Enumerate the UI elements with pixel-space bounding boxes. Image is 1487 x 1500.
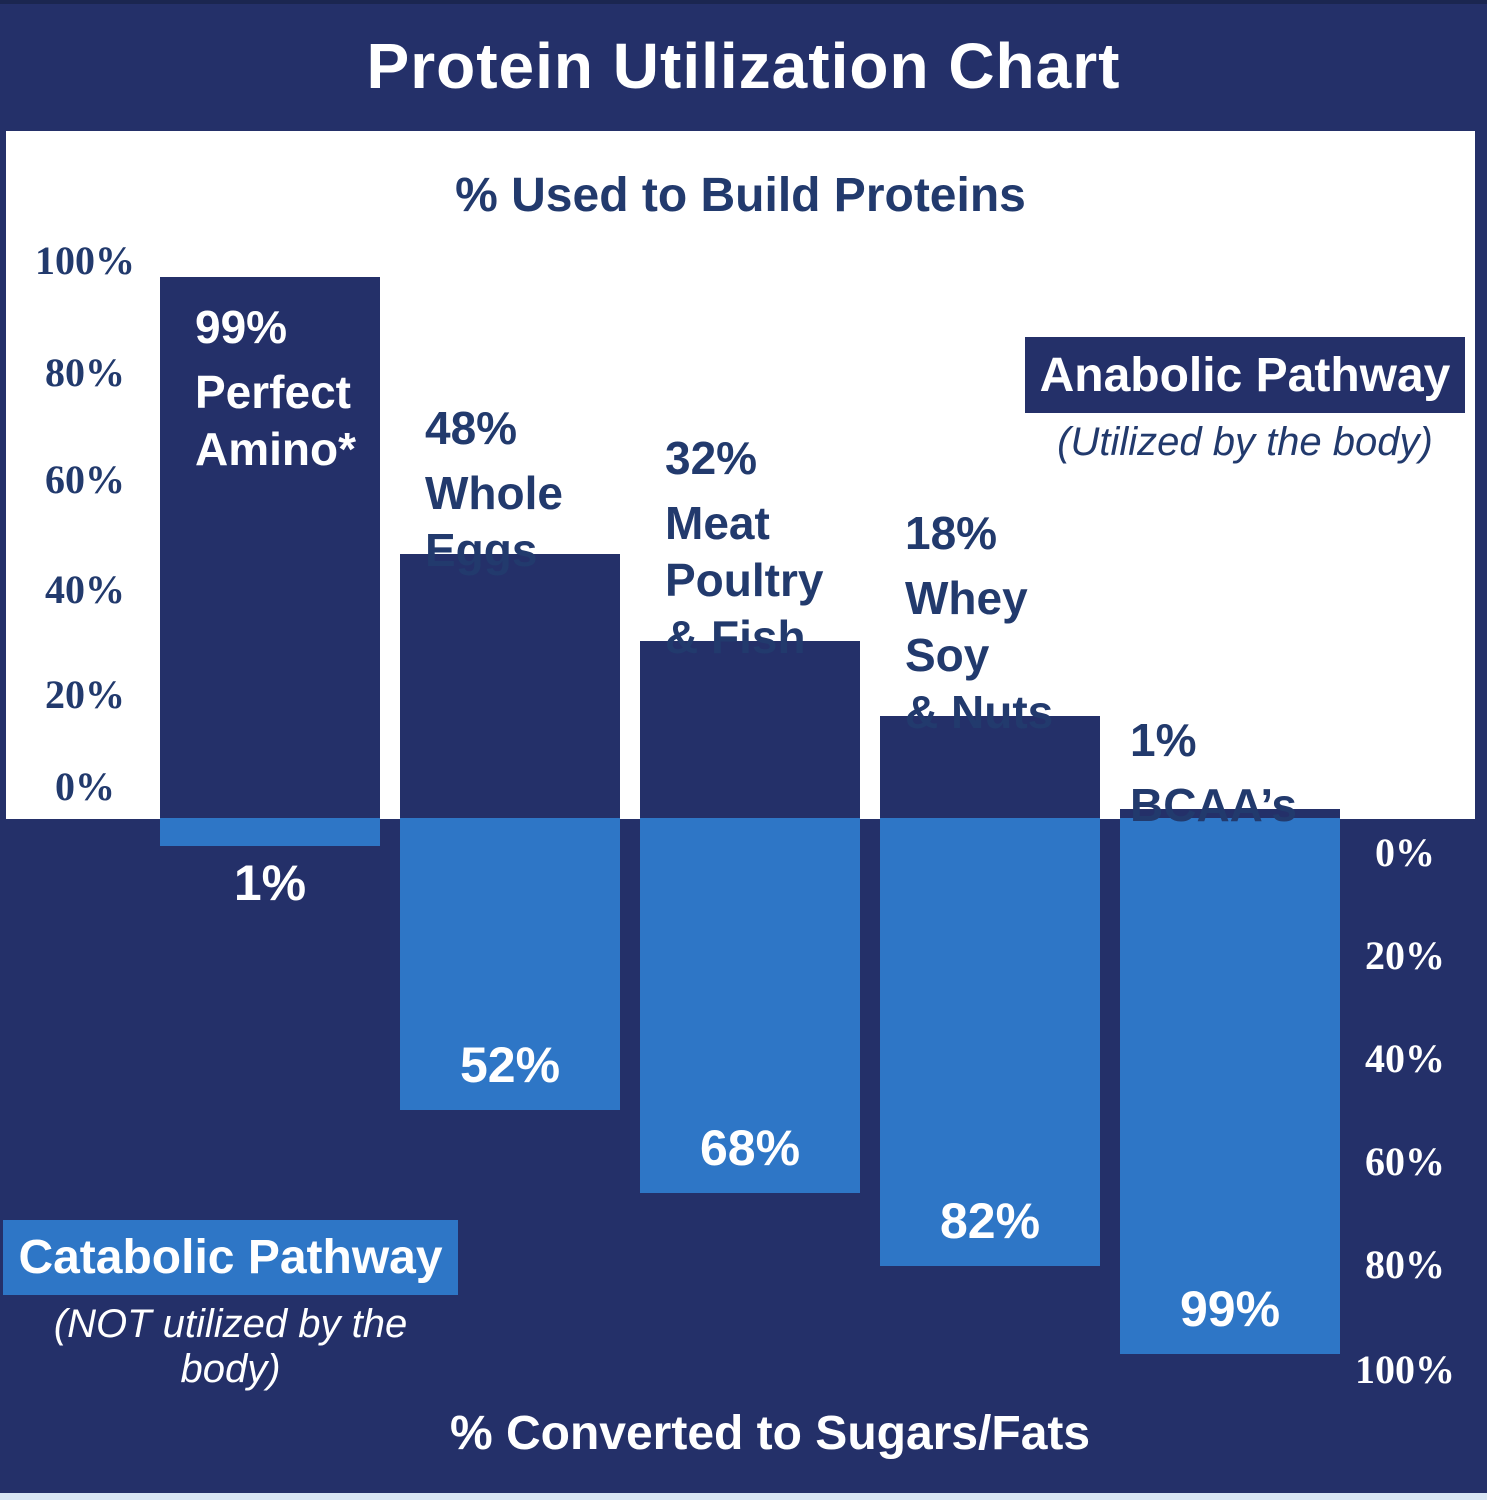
bar-name-line: & Fish: [665, 611, 806, 663]
bar-name-line: Poultry: [665, 554, 824, 606]
catabolic-pct-whole-eggs: 52%: [459, 1037, 561, 1093]
bar-name-line: BCAA’s: [1130, 779, 1297, 831]
anabolic-legend-label: Anabolic Pathway: [1039, 348, 1451, 402]
bar-name-line: Meat: [665, 497, 770, 549]
right-axis-tick: 80%: [1365, 1242, 1445, 1287]
bar-name-line: & Nuts: [905, 686, 1054, 738]
right-axis-tick: 20%: [1365, 933, 1445, 978]
bar-catabolic-whey-soy-nuts: [880, 818, 1100, 1266]
left-axis-tick: 100%: [35, 238, 135, 283]
bar-catabolic-perfect-amino: [160, 818, 380, 846]
bar-label-bcaas: 1% BCAA’s: [1130, 712, 1297, 834]
bottom-axis-title: % Converted to Sugars/Fats: [449, 1407, 1091, 1460]
bar-name-line: Whole: [425, 467, 563, 519]
catabolic-pct-whey-soy-nuts: 82%: [939, 1193, 1041, 1249]
bar-name-line: Soy: [905, 629, 990, 681]
catabolic-pct-meat-poultry-fish: 68%: [699, 1120, 801, 1176]
bar-label-perfect-amino: 99% Perfect Amino*: [195, 299, 356, 478]
right-axis-tick: 40%: [1365, 1036, 1445, 1081]
bar-name-line: Amino*: [195, 423, 356, 475]
bar-anabolic-perfect-amino: [160, 277, 380, 819]
bar-catabolic-meat-poultry-fish: [640, 818, 860, 1193]
left-axis-tick: 80%: [45, 350, 125, 395]
anabolic-pct-whole-eggs: 48%: [425, 402, 518, 454]
bottom-border: [0, 1493, 1487, 1500]
left-axis-tick: 20%: [45, 672, 125, 717]
catabolic-legend-caption: (NOT utilized by the body): [53, 1302, 408, 1391]
anabolic-pct-whey-soy-nuts: 18%: [905, 507, 998, 559]
top-axis-title: % Used to Build Proteins: [455, 169, 1026, 222]
chart-title: Protein Utilization Chart: [366, 29, 1121, 102]
left-axis-tick: 60%: [45, 457, 125, 502]
anabolic-legend-caption: (Utilized by the body): [1057, 420, 1433, 464]
bar-anabolic-whey-soy-nuts: [880, 716, 1100, 819]
bar-name-line: Whey: [905, 572, 1028, 624]
catabolic-legend-box: Catabolic Pathway: [3, 1220, 458, 1295]
bar-anabolic-whole-eggs: [400, 554, 620, 819]
catabolic-legend-label: Catabolic Pathway: [18, 1231, 443, 1284]
bar-anabolic-meat-poultry-fish: [640, 641, 860, 819]
bar-name-line: Eggs: [425, 524, 538, 576]
catabolic-pct-perfect-amino: 1%: [233, 855, 307, 911]
anabolic-legend-box: Anabolic Pathway: [1025, 337, 1465, 413]
bar-label-whole-eggs: 48% Whole Eggs: [425, 400, 563, 579]
top-border: [0, 0, 1487, 4]
bar-catabolic-whole-eggs: [400, 818, 620, 1110]
bar-catabolic-bcaas: [1120, 818, 1340, 1354]
right-axis-tick: 60%: [1365, 1139, 1445, 1184]
left-axis-tick: 0%: [55, 764, 115, 809]
anabolic-pct-bcaas: 1%: [1130, 714, 1197, 766]
bar-label-whey-soy-nuts: 18% Whey Soy & Nuts: [905, 505, 1053, 741]
right-axis-tick: 0%: [1375, 830, 1435, 875]
right-axis-tick: 100%: [1355, 1347, 1455, 1392]
bar-label-meat-poultry-fish: 32% Meat Poultry & Fish: [665, 430, 823, 666]
chart-header: Protein Utilization Chart: [0, 0, 1487, 131]
bar-name-line: Perfect: [195, 366, 351, 418]
anabolic-pct-perfect-amino: 99%: [195, 301, 288, 353]
anabolic-pct-meat-poultry-fish: 32%: [665, 432, 758, 484]
left-axis-tick: 40%: [45, 567, 125, 612]
catabolic-pct-bcaas: 99%: [1179, 1281, 1281, 1337]
bar-anabolic-bcaas: [1120, 809, 1340, 819]
